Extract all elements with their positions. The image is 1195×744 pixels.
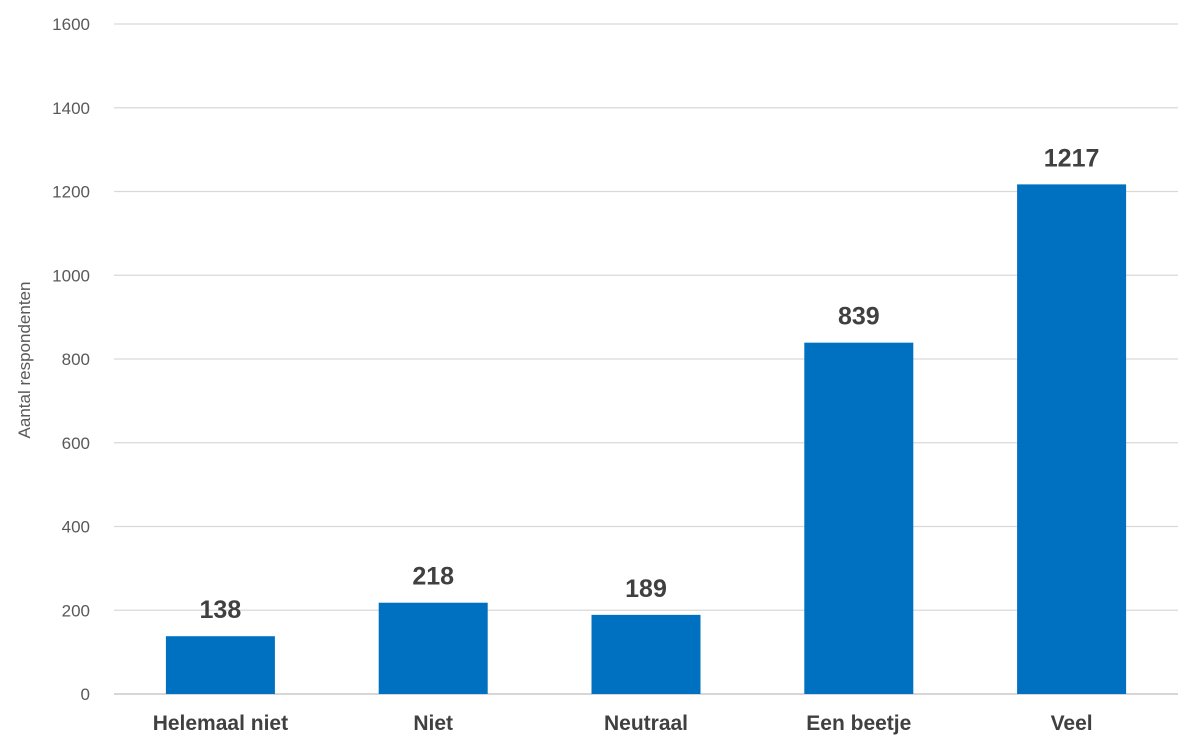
y-tick-label: 1200 [52, 183, 90, 202]
x-tick-label: Veel [1051, 712, 1093, 735]
x-tick-label: Neutraal [604, 712, 688, 735]
data-label: 189 [625, 575, 667, 603]
bar-niet [378, 602, 488, 694]
data-labels: 138 218 189 839 1217 [200, 144, 1100, 624]
data-label: 839 [838, 303, 880, 331]
y-axis-title: Aantal respondenten [15, 282, 34, 439]
bar-veel [1017, 184, 1127, 694]
bar-een-beetje [804, 342, 914, 694]
x-tick-label: Niet [413, 712, 453, 735]
x-tick-label: Helemaal niet [153, 712, 288, 735]
y-tick-label: 1000 [52, 266, 90, 285]
y-tick-label: 0 [81, 685, 90, 704]
data-label: 1217 [1044, 144, 1100, 172]
data-label: 138 [200, 596, 242, 624]
gridlines [114, 23, 1178, 695]
y-tick-label: 400 [62, 518, 90, 537]
y-tick-label: 600 [62, 434, 90, 453]
y-tick-label: 800 [62, 350, 90, 369]
x-axis-ticks: Helemaal niet Niet Neutraal Een beetje Veel [153, 712, 1093, 735]
y-tick-label: 1600 [52, 15, 90, 34]
bar-helemaal-niet [165, 636, 275, 694]
bars [165, 184, 1127, 694]
y-tick-label: 200 [62, 601, 90, 620]
data-label: 218 [412, 563, 454, 591]
y-axis-ticks: 0 200 400 600 800 1000 1200 1400 1600 [52, 15, 90, 704]
y-tick-label: 1400 [52, 99, 90, 118]
x-tick-label: Een beetje [806, 712, 911, 735]
bar-neutraal [591, 614, 701, 694]
